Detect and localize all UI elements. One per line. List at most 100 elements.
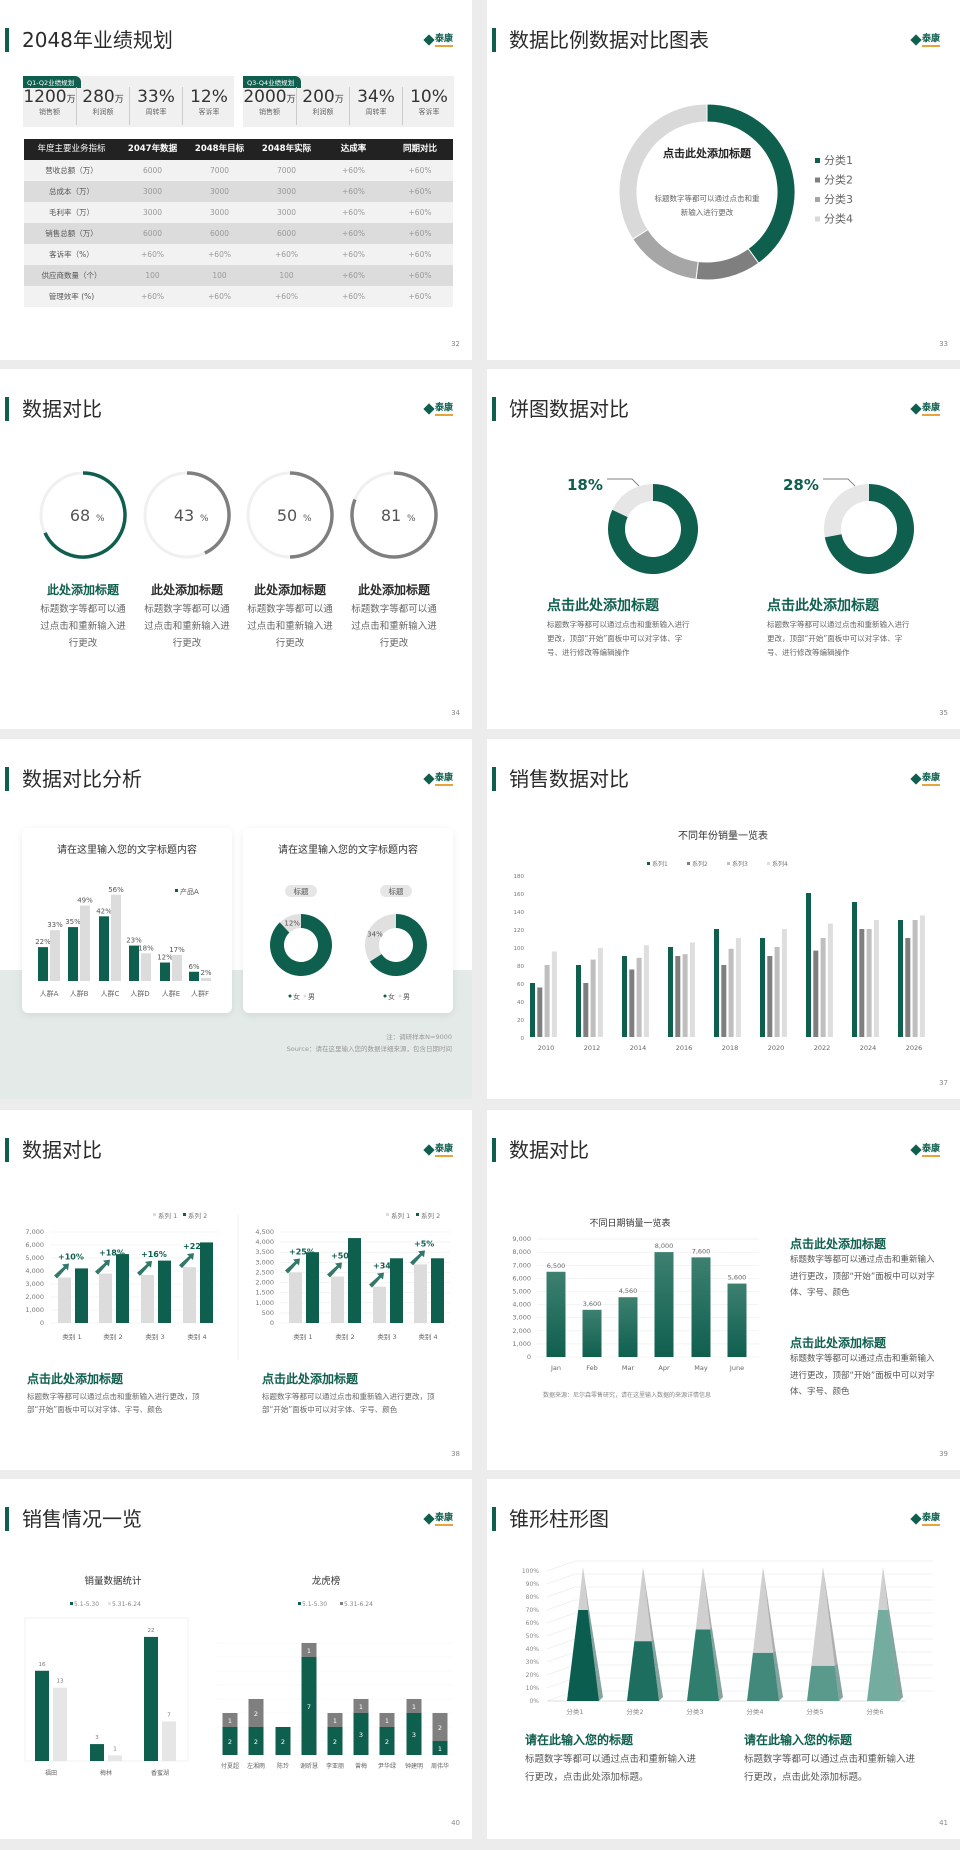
growth-arrow-icon [137, 1260, 152, 1276]
slide-40[interactable]: 销售情况一览 泰康 40 销量数据统计 龙虎榜 5.1-5.30 5.31-6.24 5.1-… [0, 1479, 472, 1839]
y-tick-label: 3,000 [512, 1314, 531, 1322]
logo-text: 泰康 [922, 1144, 941, 1154]
legend-swatch [767, 862, 770, 865]
y-tick-label: 4,000 [25, 1267, 44, 1275]
kpi-number: 1200 [23, 87, 67, 107]
kpi-unit: 万 [114, 95, 124, 105]
logo: 泰康 [423, 1141, 460, 1161]
bar-segment [379, 1727, 395, 1755]
pyramid-bar [627, 1641, 659, 1701]
bar [813, 950, 819, 1037]
table-cell: +60% [208, 292, 231, 301]
legend-swatch [175, 889, 178, 892]
legend-label: 男 [403, 993, 410, 1001]
legend-swatch [815, 177, 820, 183]
slide-graphics: 18% 28% [567, 476, 915, 574]
data-label: 7 [307, 1703, 311, 1711]
slide-32[interactable]: 2048年业绩规划 泰康 32 Q1-Q2业绩规划 1200万 销售额 280万 利润额 33%… [0, 0, 472, 360]
donut-segment [695, 247, 760, 281]
slide-33[interactable]: 数据比例数据对比图表 泰康 33 分类1 分类2 分类3 分类4 点击此处添加标题 标题数字等都… [487, 0, 960, 360]
bar-series-1 [99, 1273, 112, 1323]
title-accent-bar [492, 28, 496, 52]
y-tick-label: 40% [526, 1646, 540, 1653]
slide-38[interactable]: 数据对比 泰康 38 0 1,000 2,000 3,000 4,000 5,000 6,000 7… [0, 1110, 472, 1470]
bar-series-2 [158, 1260, 171, 1323]
bar-series-1 [141, 1274, 154, 1323]
y-tick-label: 3,000 [255, 1258, 274, 1266]
slide-41[interactable]: 锥形柱形图 泰康 41 0% 10% 20% 30% 40% 50% 60% 70% 80% 90% 10… [487, 1479, 960, 1839]
y-tick-label: 180 [514, 874, 525, 880]
legend-swatch [108, 1602, 111, 1605]
kpi-unit: 万 [286, 95, 296, 105]
title-accent-bar [492, 1138, 496, 1162]
logo-tagline-bar [922, 784, 940, 786]
slide-title: 数据对比 [509, 1138, 589, 1162]
item-text: 标题数字等都可以通过点击和重新输入进行更改，顶部“开始”面板中可以对字体、字号、… [262, 1392, 435, 1414]
item-text: 标题数字等都可以通过点击和重新输入进行更改，顶部“开始”面板中可以对字体、字号、… [547, 620, 690, 657]
logo-text: 泰康 [435, 773, 454, 783]
table-cell: 销售总额（万） [45, 229, 98, 238]
y-tick-label: 500 [262, 1309, 274, 1317]
table-cell: 100 [212, 271, 227, 280]
y-tick-label: 1,000 [512, 1340, 531, 1348]
x-tick-label: 左湘雨 [247, 1762, 265, 1770]
kpi-value: 34% [350, 87, 402, 107]
y-tick-label: 4,000 [512, 1301, 531, 1309]
data-label: 42% [96, 907, 112, 915]
table-cell: 6000 [276, 229, 297, 238]
legend-label: 系列 2 [421, 1211, 440, 1220]
bar-series-1 [331, 1276, 344, 1323]
slide-35[interactable]: 饼图数据对比 泰康 35 18% 28% 点击此处添加标题 标题数字等都可以通过点击和重新输… [487, 369, 960, 729]
y-tick-label: 2,000 [255, 1279, 274, 1287]
item-text: 标题数字等都可以通过点击和重新输入进行更改，点击此处添加标题。 [525, 1754, 697, 1783]
growth-label: +16% [141, 1250, 167, 1259]
y-tick-label: 100 [514, 946, 525, 952]
gridline [546, 1599, 576, 1611]
data-label: 7,600 [692, 1247, 711, 1255]
bar [912, 920, 918, 1037]
x-tick-label: 类别 4 [418, 1332, 437, 1341]
legend-label: 5.31-6.24 [344, 1601, 373, 1608]
data-label: 1 [307, 1647, 311, 1655]
slide-34[interactable]: 数据对比 泰康 34 68% 43% 50% 81% 此处添加标题 标题数字等都可以通过点击和重… [0, 369, 472, 729]
bar [728, 948, 734, 1037]
legend-label: 产品A [180, 887, 199, 896]
data-label: 2 [385, 1738, 389, 1746]
data-label: 18% [138, 944, 154, 952]
table-cell: +60% [342, 250, 365, 259]
table-cell: +60% [275, 250, 298, 259]
x-tick-label: 2018 [722, 1044, 739, 1052]
table-cell: 总成本（万） [49, 187, 94, 196]
data-label: 5,600 [728, 1274, 747, 1282]
percent-label: 12% [284, 920, 300, 928]
bar-series-2 [116, 1254, 129, 1323]
bar [551, 951, 557, 1037]
legend-label: 分类1 [824, 153, 853, 167]
data-label: 1 [333, 1717, 337, 1725]
item-text: 标题数字等都可以通过点击和重新输入进行更改 [351, 604, 437, 649]
x-tick-label: 分类1 [566, 1707, 583, 1716]
kpi-number: 280 [82, 87, 115, 107]
data-label: 6% [188, 963, 199, 971]
kpi-item: 34% 周转率 [349, 87, 402, 125]
kpi-value: 1200万 [23, 87, 76, 107]
x-tick-label: 2014 [630, 1044, 647, 1052]
legend-label: 女 [293, 992, 300, 1001]
x-tick-label: 分类6 [866, 1707, 883, 1716]
pyramid-bar [747, 1652, 779, 1701]
table-cell: 7000 [209, 166, 230, 175]
slide-37[interactable]: 销售数据对比 泰康 37 不同年份销量一览表 系列1 系列2 系列3 系列4 0 20 40 60 80… [487, 739, 960, 1099]
kpi-item: 280万 利润额 [76, 87, 129, 125]
growth-label: +34% [373, 1262, 399, 1271]
slide-36[interactable]: 数据对比分析泰康36请在这里输入您的文字标题内容请在这里输入您的文字标题内容22… [0, 739, 472, 1099]
x-tick-label: May [694, 1364, 708, 1372]
pyramid-bar-side [887, 1609, 903, 1701]
slide-39[interactable]: 数据对比 泰康 39 不同日期销量一览表 0 1,000 2,000 3,000 4,000 5,… [487, 1110, 960, 1470]
legend-dot [288, 994, 292, 998]
table-header-cell: 达成率 [320, 139, 387, 160]
table-cell: +60% [408, 208, 432, 217]
logo: 泰康 [910, 770, 947, 790]
kpi-item: 10% 客诉率 [402, 87, 455, 125]
y-tick-label: 0% [529, 1698, 539, 1705]
bar-segment [406, 1713, 422, 1755]
